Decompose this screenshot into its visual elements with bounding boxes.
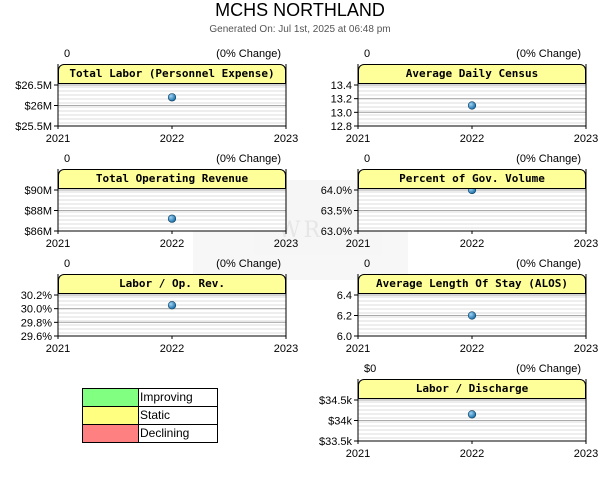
chart-panel-percent-of-gov-volume: 0 (0% Change) 63.0% 63.5% 64.0% 2021 2022 2023 P…: [300, 153, 598, 270]
y-tick-label: $88M: [24, 206, 52, 218]
data-point: [467, 311, 477, 320]
y-tick-label: 64.0%: [321, 185, 352, 197]
y-tick-label: 6.2: [337, 311, 352, 323]
y-tick-label: 30.0%: [21, 304, 52, 316]
x-tick-label: 2023: [574, 238, 598, 250]
legend-swatch-improving: [83, 389, 139, 406]
chart-title: Average Length Of Stay (ALOS): [358, 274, 586, 294]
y-tick-label: 63.0%: [321, 226, 352, 238]
change-percent: (0% Change): [516, 48, 581, 60]
chart-panel-total-labor-personnel-expense: 0 (0% Change) $25.5M $26M $26.5M 2021 2022 2023…: [0, 48, 298, 165]
status-legend: Improving Static Declining: [82, 388, 218, 443]
legend-item-improving: Improving: [83, 389, 217, 407]
y-tick-label: 13.2: [331, 94, 352, 106]
chart-title: Labor / Discharge: [358, 379, 586, 399]
change-percent: (0% Change): [216, 153, 281, 165]
x-tick-label: 2023: [574, 343, 598, 355]
x-tick-label: 2022: [160, 238, 184, 250]
x-tick-label: 2021: [46, 133, 70, 145]
change-value: 0: [64, 153, 71, 165]
x-tick-label: 2023: [274, 343, 298, 355]
y-tick-label: $34.5k: [319, 395, 353, 407]
chart-title: Percent of Gov. Volume: [358, 169, 586, 189]
y-tick-label: 6.0: [337, 331, 352, 343]
chart-title: Average Daily Census: [358, 64, 586, 84]
change-value: $0: [364, 363, 377, 375]
change-value: 0: [364, 48, 371, 60]
change-value: 0: [64, 258, 71, 270]
y-tick-label: 30.2%: [21, 290, 52, 302]
change-percent: (0% Change): [516, 258, 581, 270]
y-tick-label: 29.8%: [21, 317, 52, 329]
legend-label: Improving: [140, 390, 193, 404]
legend-item-static: Static: [83, 407, 217, 425]
data-point: [467, 410, 477, 419]
x-tick-label: 2022: [460, 343, 484, 355]
y-tick-label: 29.6%: [21, 331, 52, 343]
y-tick-label: $26.5M: [15, 80, 52, 92]
x-tick-label: 2021: [346, 238, 370, 250]
chart-panel-labor-op-rev: 0 (0% Change) 29.6% 29.8% 30.0% 30.2% 2021 2022…: [0, 258, 298, 375]
y-tick-label: $25.5M: [15, 121, 52, 133]
generated-timestamp: Generated On: Jul 1st, 2025 at 06:48 pm: [209, 24, 391, 35]
legend-label: Static: [140, 408, 171, 422]
data-point: [167, 301, 177, 310]
chart-panel-labor-discharge: $0 (0% Change) $33.5k $34k $34.5k 2021 2022 202…: [300, 363, 598, 480]
chart-title: Labor / Op. Rev.: [58, 274, 286, 294]
legend-swatch-declining: [83, 425, 139, 442]
x-tick-label: 2023: [274, 238, 298, 250]
chart-panel-total-operating-revenue: 0 (0% Change) $86M $88M $90M 2021 2022 2023 Tota…: [0, 153, 298, 270]
y-tick-label: $33.5k: [319, 436, 353, 448]
y-tick-label: $90M: [24, 185, 52, 197]
y-tick-label: 13.4: [331, 80, 352, 92]
y-tick-label: 63.5%: [321, 206, 352, 218]
y-tick-label: $34k: [328, 416, 352, 428]
change-percent: (0% Change): [216, 48, 281, 60]
change-value: 0: [364, 153, 371, 165]
x-tick-label: 2023: [574, 133, 598, 145]
page-title: MCHS NORTHLAND: [215, 0, 385, 20]
y-tick-label: $26M: [24, 101, 52, 113]
y-tick-label: 12.8: [331, 121, 352, 133]
x-tick-label: 2021: [46, 343, 70, 355]
y-tick-label: $86M: [24, 226, 52, 238]
chart-title: Total Operating Revenue: [58, 169, 286, 189]
y-tick-label: 13.0: [331, 107, 352, 119]
x-tick-label: 2022: [160, 133, 184, 145]
x-tick-label: 2021: [346, 343, 370, 355]
x-tick-label: 2023: [274, 133, 298, 145]
change-percent: (0% Change): [516, 153, 581, 165]
x-tick-label: 2022: [460, 238, 484, 250]
chart-panel-average-length-of-stay-alos: 0 (0% Change) 6.0 6.2 6.4 2021 2022 2023 Average…: [300, 258, 599, 375]
x-tick-label: 2022: [460, 448, 484, 460]
x-tick-label: 2021: [346, 133, 370, 145]
legend-label: Declining: [140, 426, 190, 440]
data-point: [167, 93, 177, 102]
x-tick-label: 2022: [160, 343, 184, 355]
data-point: [167, 214, 177, 223]
y-tick-label: 6.4: [337, 290, 352, 302]
legend-swatch-static: [83, 407, 139, 424]
chart-title: Total Labor (Personnel Expense): [58, 64, 286, 84]
legend-item-declining: Declining: [83, 425, 217, 442]
change-percent: (0% Change): [516, 363, 581, 375]
x-tick-label: 2021: [46, 238, 70, 250]
x-tick-label: 2023: [574, 448, 598, 460]
data-point: [467, 101, 477, 110]
change-value: 0: [364, 258, 371, 270]
x-tick-label: 2021: [346, 448, 370, 460]
change-percent: (0% Change): [216, 258, 281, 270]
change-value: 0: [64, 48, 71, 60]
x-tick-label: 2022: [460, 133, 484, 145]
chart-panel-average-daily-census: 0 (0% Change) 12.8 13.0 13.2 13.4 2021 2022 2023…: [300, 48, 599, 165]
